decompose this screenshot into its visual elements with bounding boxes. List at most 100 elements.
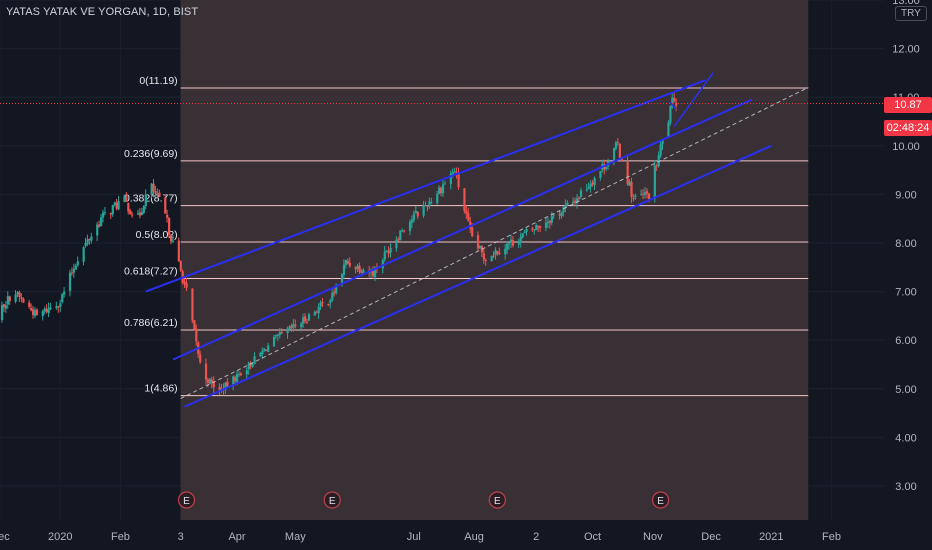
candle-body (274, 334, 278, 337)
candle-body (659, 144, 662, 156)
candle-body (70, 272, 74, 274)
time-tick-label: 2021 (759, 531, 783, 543)
fibonacci-levels: 0(11.19) 0.236(9.69) 0.382(8.77) 0.5(8.02) 0… (124, 75, 809, 397)
channel-line[interactable] (184, 144, 772, 408)
candle-body (436, 193, 439, 203)
earnings-marker[interactable] (651, 491, 670, 509)
candle-body (232, 376, 235, 387)
earnings-marker[interactable] (488, 491, 506, 509)
candle-body (519, 236, 522, 243)
candle-body (558, 213, 561, 216)
candle-body (68, 272, 72, 291)
price-tick-label: 9.00 (895, 189, 916, 201)
candle-body (383, 251, 386, 260)
candle-body (158, 192, 161, 197)
candle-body (566, 202, 569, 206)
candle-body (647, 193, 651, 200)
channel-line[interactable] (145, 79, 706, 293)
candle-body (294, 324, 297, 327)
time-axis[interactable]: Dec 2020 Feb 3 Apr May Jul Aug 2 Oct Nov Dec 2021 Feb (0, 531, 841, 543)
candle-body (136, 213, 140, 215)
candle-body (484, 260, 487, 262)
candle-body (645, 191, 649, 194)
candle-body (395, 239, 398, 249)
fib-level-label: 0.786(6.21) (124, 317, 178, 329)
candles (0, 92, 678, 396)
candle-body (523, 232, 526, 234)
candle-body (150, 183, 153, 195)
candle-body (564, 205, 567, 208)
candle-body (346, 260, 349, 264)
candle-body (14, 294, 17, 302)
candle-body (59, 303, 62, 307)
candle-body (640, 194, 643, 196)
candle-body (171, 240, 175, 242)
candle-body (125, 196, 128, 202)
time-tick-label: 3 (178, 531, 184, 543)
candle-body (144, 194, 147, 207)
candle-body (576, 198, 579, 203)
channel-drawings[interactable] (145, 72, 809, 408)
time-tick-label: May (285, 531, 306, 543)
candle-body (397, 239, 400, 241)
earnings-marker-label: E (494, 496, 501, 507)
candle-body (272, 336, 276, 347)
trend-dashed-line[interactable] (180, 87, 809, 399)
candle-body (4, 305, 8, 309)
candle-body (302, 317, 305, 324)
candle-body (55, 306, 58, 308)
candle-body (426, 206, 429, 208)
fib-level-label: 0.618(7.27) (124, 265, 178, 277)
candle-body (372, 270, 375, 276)
candle-body (428, 201, 431, 206)
candle-body (210, 379, 213, 383)
price-tick-label: 4.00 (895, 432, 916, 444)
price-tick-label: 7.00 (895, 287, 916, 299)
candle-body (98, 224, 101, 227)
candle-body (533, 229, 536, 231)
earnings-marker[interactable] (177, 491, 196, 509)
fib-level-label: 0.382(8.77) (124, 193, 178, 205)
price-tick-label: 12.00 (892, 44, 920, 56)
candle-body (438, 187, 441, 195)
channel-line[interactable] (172, 98, 753, 361)
candle-body (585, 189, 588, 191)
candle-body (356, 265, 359, 269)
candle-body (667, 122, 670, 138)
candle-body (634, 195, 637, 198)
time-tick-label: 2020 (48, 531, 72, 543)
candle-body (550, 216, 553, 223)
candle-body (661, 139, 664, 145)
candle-body (546, 221, 550, 223)
candle-body (560, 211, 563, 217)
countdown-tag: 02:48:24 (884, 120, 932, 136)
time-tick-label: Oct (584, 531, 601, 543)
candle-body (358, 265, 361, 272)
candle-body (531, 228, 534, 230)
candle-body (412, 213, 416, 221)
candle-body (490, 255, 493, 262)
candle-body (239, 373, 243, 376)
candle-body (399, 230, 402, 241)
earnings-marker[interactable] (323, 491, 341, 509)
candle-body (385, 250, 388, 252)
candle-body (506, 243, 509, 250)
candle-body (449, 173, 452, 185)
breakout-line[interactable] (669, 101, 677, 110)
candle-body (18, 292, 21, 297)
candle-body (360, 271, 363, 273)
breakout-line[interactable] (673, 72, 714, 127)
candle-body (204, 363, 208, 380)
candle-body (642, 193, 645, 195)
candle-body (164, 197, 167, 214)
candle-body (605, 167, 608, 169)
currency-label[interactable]: TRY (895, 6, 927, 21)
candle-body (237, 374, 241, 376)
candle-body (179, 261, 182, 271)
candle-body (212, 382, 215, 388)
candle-body (224, 382, 227, 391)
candle-body (251, 364, 254, 367)
candle-body (109, 212, 112, 215)
